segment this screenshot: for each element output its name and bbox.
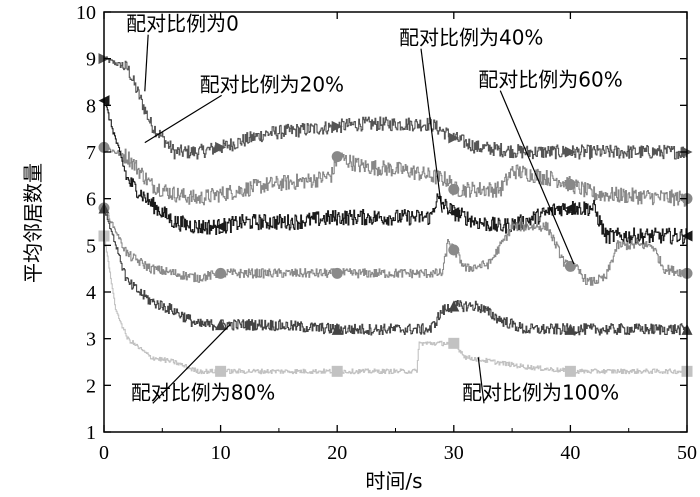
series-line-2 [104,101,688,245]
y-axis-title: 平均邻居数量 [21,163,45,283]
annotation-label-5: 配对比例为100% [462,380,619,404]
series-4-marker-2 [331,323,343,335]
series-5-marker-1 [215,365,227,377]
series-4-marker-4 [564,323,576,335]
series-3 [98,202,693,286]
annotation-leader-5 [477,357,485,404]
y-tick-label-0: 1 [86,422,96,444]
x-tick-label-3: 30 [444,442,464,464]
y-tick-label-4: 5 [86,235,96,257]
annotation-label-3: 配对比例为60% [478,68,622,92]
annotation-3: 配对比例为60% [478,68,623,265]
axes-layer: 0 10 20 30 40 50 1 2 3 4 5 6 7 8 9 10 [76,2,697,464]
y-tick-label-2: 3 [86,329,96,351]
x-tick-label-0: 0 [99,442,109,464]
annotation-label-0: 配对比例为0 [126,12,239,36]
series-0-marker-2 [331,120,343,132]
y-tick-label-1: 2 [86,375,96,397]
annotation-0: 配对比例为0 [126,12,239,92]
annotation-leader-0 [144,34,149,92]
series-3-marker-4 [564,260,576,272]
annotation-leader-3 [499,90,575,265]
x-tick-label-4: 40 [560,442,580,464]
annotation-5: 配对比例为100% [462,357,619,404]
y-tick-label-5: 6 [86,189,96,211]
series-0-marker-1 [215,141,227,153]
series-4-marker-3 [448,300,460,312]
series-2-marker-3 [564,202,576,214]
annotation-label-1: 配对比例为20% [200,72,344,96]
series-5-marker-4 [564,365,576,377]
series-1-marker-1 [331,151,343,163]
series-line-5 [104,236,688,375]
series-3-marker-2 [331,267,343,279]
annotation-layer: 配对比例为0 配对比例为20% 配对比例为40% 配对比例为60% 配对比例为80% 配对… [126,12,623,405]
series-0-marker-4 [564,146,576,158]
y-tick-label-9: 10 [76,2,96,24]
annotation-label-4: 配对比例为80% [131,380,275,404]
plot-background [104,12,687,432]
annotation-1: 配对比例为20% [144,72,344,144]
annotation-leader-4 [152,324,231,404]
y-tick-label-8: 9 [86,49,96,71]
series-1-marker-3 [564,179,576,191]
annotation-4: 配对比例为80% [131,324,275,404]
series-2-marker-2 [448,207,460,219]
x-tick-label-2: 20 [327,442,347,464]
series-line-4 [104,208,688,336]
annotation-label-2: 配对比例为40% [399,26,543,50]
y-tick-label-3: 4 [86,282,96,304]
series-3-marker-3 [448,244,460,256]
series-line-3 [104,207,688,286]
series-3-marker-1 [215,267,227,279]
y-tick-label-7: 8 [86,95,96,117]
series-5-marker-2 [331,365,343,377]
series-4 [98,202,693,336]
series-4-marker-1 [215,319,227,331]
annotation-leader-2 [420,48,443,213]
x-tick-label-5: 50 [677,442,697,464]
series-0-marker-3 [448,132,460,144]
series-line-0 [104,56,688,160]
annotation-2: 配对比例为40% [399,26,543,213]
series-1-marker-2 [448,183,460,195]
x-tick-label-1: 10 [211,442,231,464]
series-5-marker-3 [448,337,460,349]
series-2-marker-1 [215,221,227,233]
series-line-1 [104,145,688,207]
series-0 [98,53,693,160]
x-axis-title: 时间/s [365,469,422,493]
plot-area [104,12,687,432]
annotation-leader-1 [144,94,222,144]
y-tick-label-6: 7 [86,142,96,164]
